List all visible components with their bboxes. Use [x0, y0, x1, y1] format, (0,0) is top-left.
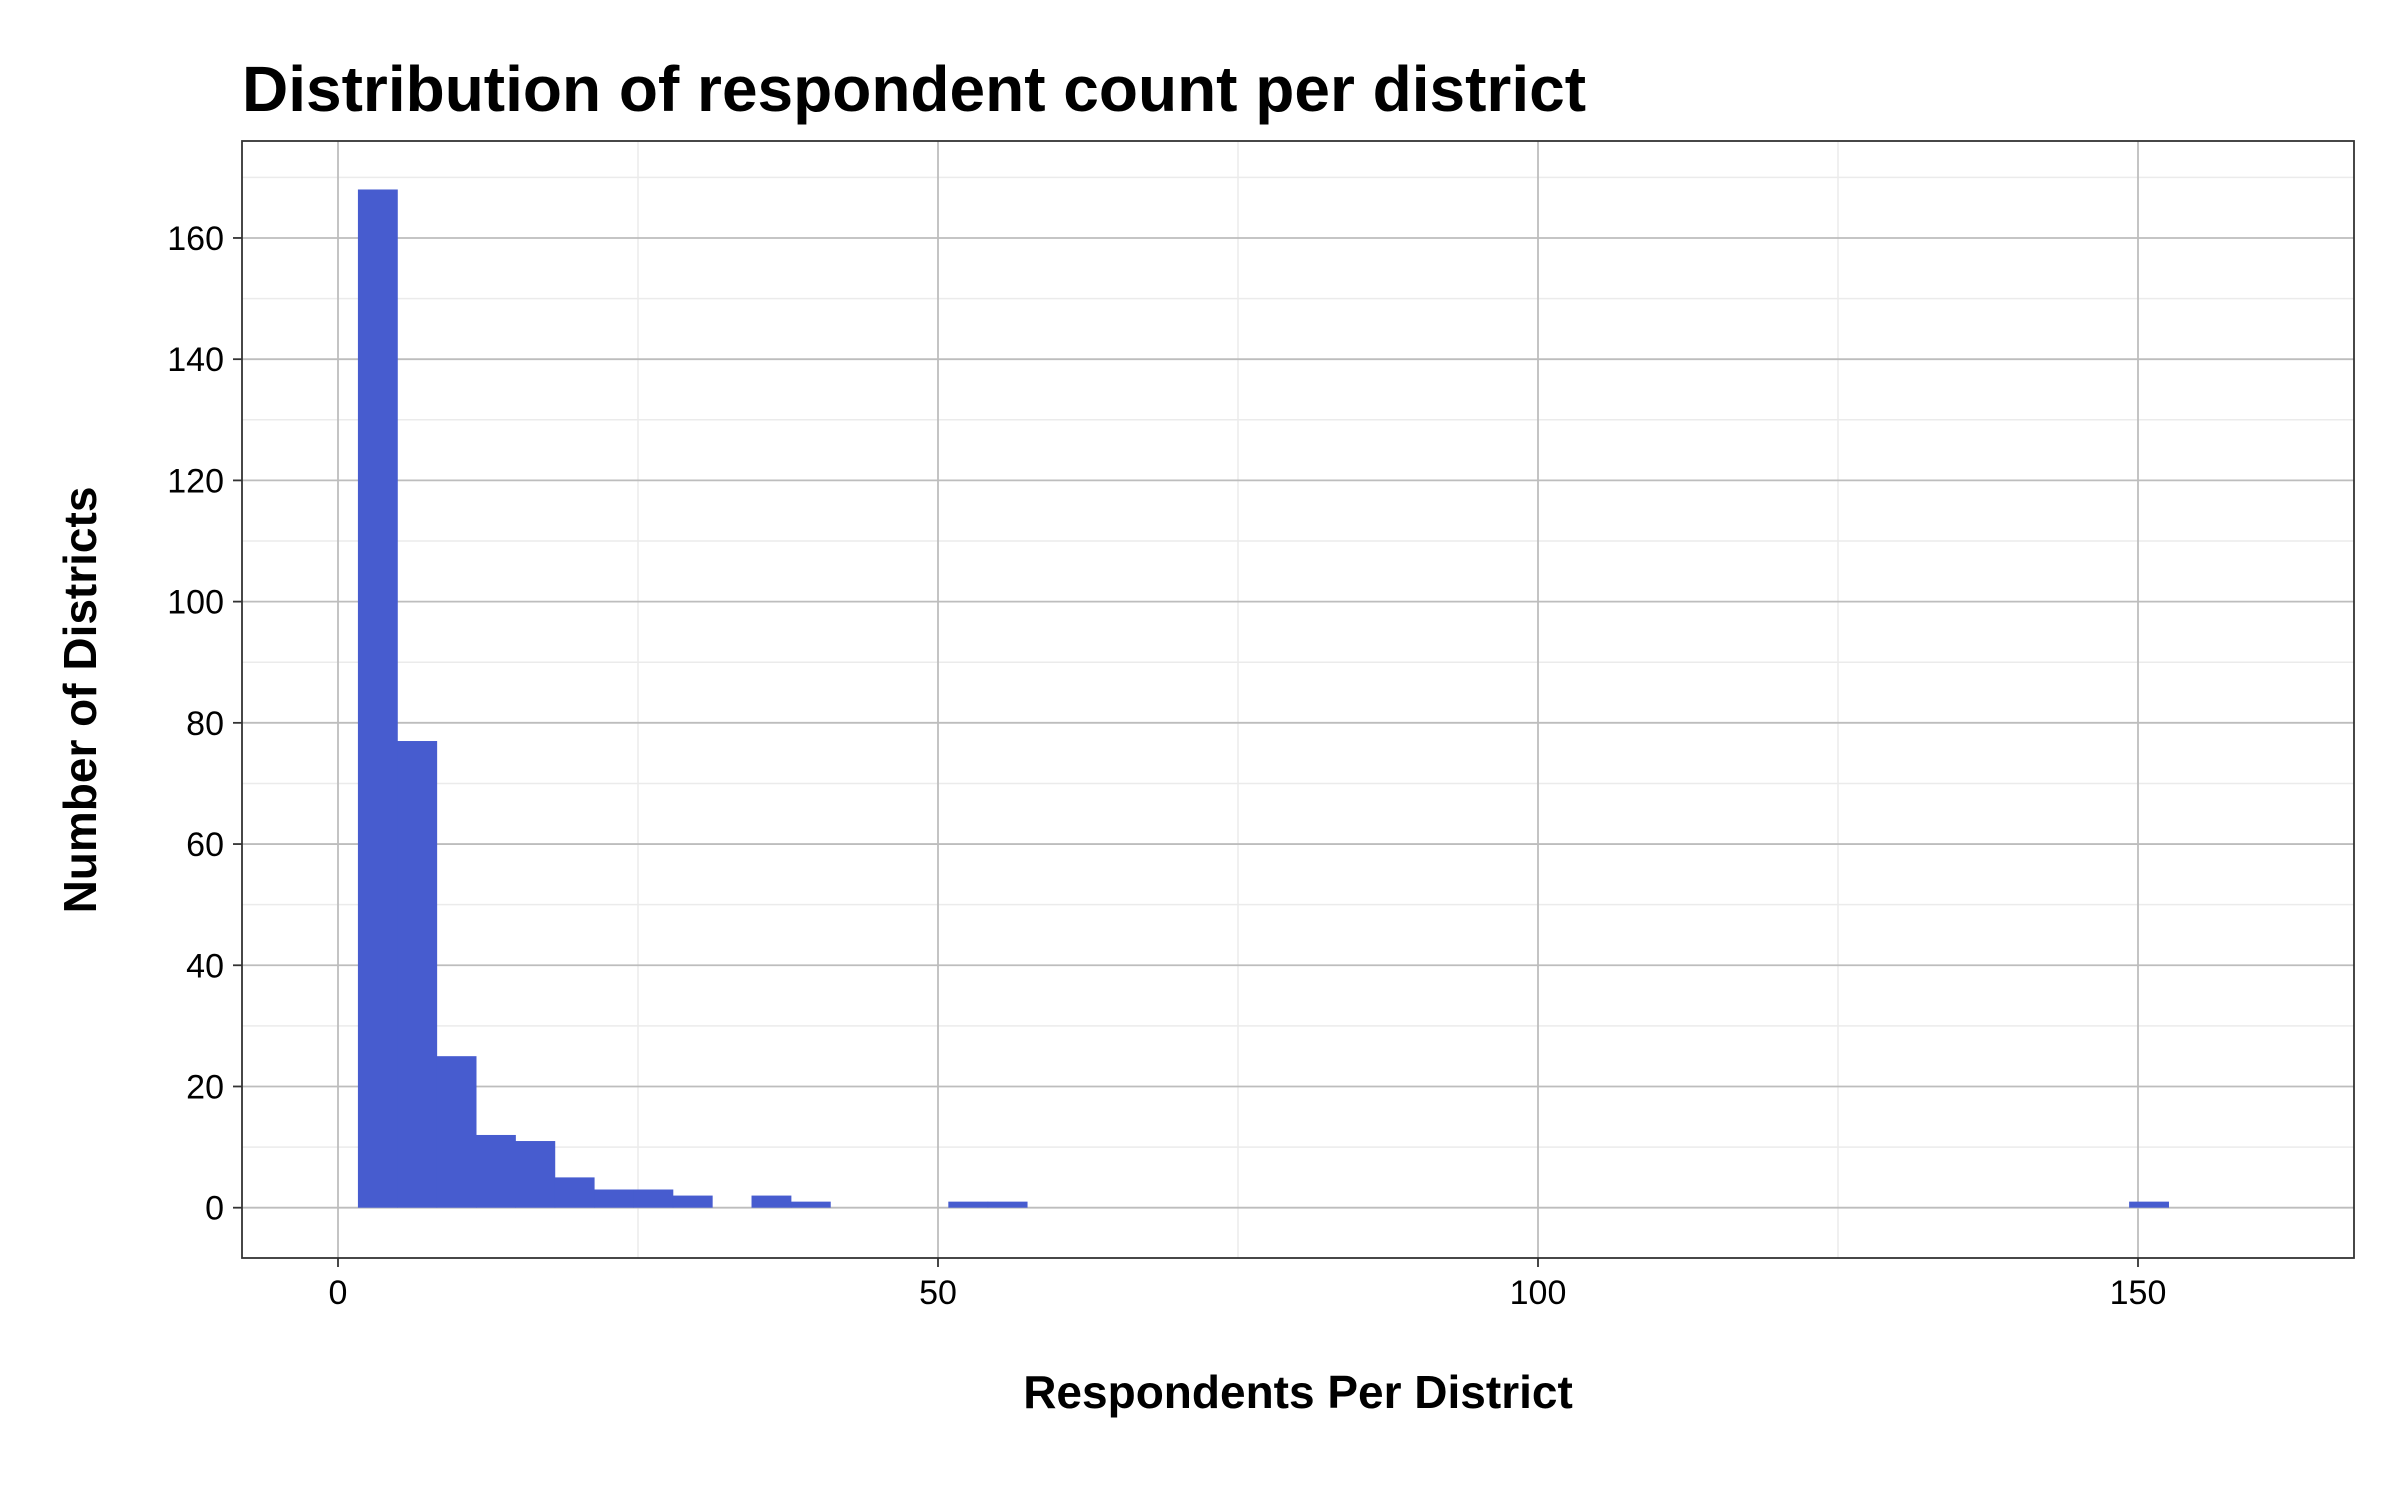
- histogram-bar: [476, 1134, 516, 1208]
- histogram-bar: [515, 1141, 556, 1208]
- plot-border: [241, 140, 2355, 1259]
- histogram-bar: [987, 1201, 1028, 1208]
- histogram-bar: [633, 1189, 674, 1208]
- y-tick-label: 80: [186, 705, 224, 743]
- y-tick-label: 140: [167, 341, 224, 379]
- chart-title: Distribution of respondent count per dis…: [242, 53, 1586, 125]
- x-axis-label: Respondents Per District: [1023, 1366, 1573, 1418]
- y-axis-label: Number of Districts: [54, 486, 106, 914]
- y-tick-label: 60: [186, 826, 224, 864]
- histogram-bar: [2129, 1201, 2169, 1208]
- y-tick-label: 40: [186, 947, 224, 985]
- histogram-bar: [672, 1195, 713, 1208]
- y-tick-label: 20: [186, 1068, 224, 1106]
- y-tick-label: 120: [167, 462, 224, 500]
- histogram-bar: [751, 1195, 792, 1208]
- histogram-bar: [397, 741, 438, 1208]
- y-tick-label: 0: [205, 1190, 224, 1228]
- x-tick-label: 50: [919, 1274, 957, 1312]
- y-tick-label: 100: [167, 584, 224, 622]
- histogram-bar: [436, 1056, 477, 1208]
- histogram-bar: [594, 1189, 634, 1208]
- histogram-bar: [357, 189, 398, 1208]
- histogram-bar: [948, 1201, 989, 1208]
- histogram-bar: [554, 1177, 595, 1208]
- x-tick-label: 0: [329, 1274, 348, 1312]
- x-tick-label: 100: [1510, 1274, 1567, 1312]
- plot-background: [242, 141, 2354, 1258]
- x-tick-label: 150: [2110, 1274, 2167, 1312]
- y-tick-label: 160: [167, 220, 224, 258]
- histogram-bar: [790, 1201, 831, 1208]
